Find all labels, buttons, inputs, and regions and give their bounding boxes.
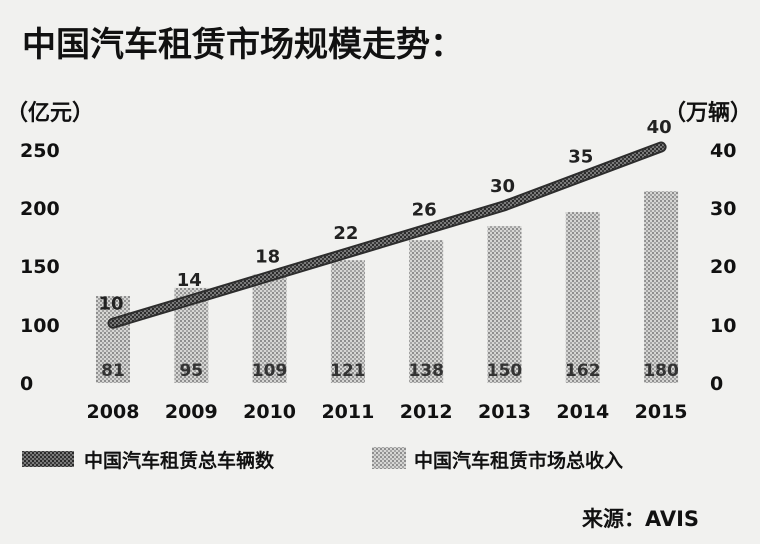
line-series xyxy=(107,141,667,329)
fleet-point-label: 14 xyxy=(177,270,202,291)
revenue-bar-label: 109 xyxy=(252,361,288,381)
fleet-point-label: 30 xyxy=(490,176,515,197)
line-value-labels: 10 14 18 22 26 30 35 40 xyxy=(98,117,671,314)
fleet-point-label: 35 xyxy=(568,146,593,167)
revenue-bar xyxy=(252,274,287,383)
legend: 中国汽车租赁总车辆数 中国汽车租赁市场总收入 xyxy=(22,447,623,472)
chart-title: 中国汽车租赁市场规模走势： xyxy=(22,25,464,65)
legend-bar-label: 中国汽车租赁市场总收入 xyxy=(414,449,623,472)
left-tick-label: 200 xyxy=(20,198,60,220)
fleet-point-label: 22 xyxy=(333,223,358,244)
revenue-bar xyxy=(409,240,444,383)
x-tick-label: 2011 xyxy=(321,401,374,423)
right-tick-label: 20 xyxy=(710,256,736,278)
revenue-bar xyxy=(330,260,365,383)
left-tick-label: 100 xyxy=(20,315,60,337)
revenue-bar-label: 121 xyxy=(330,361,366,381)
fleet-point-label: 18 xyxy=(255,246,280,267)
revenue-bar xyxy=(644,191,679,383)
x-tick-label: 2012 xyxy=(400,401,453,423)
revenue-bar-label: 138 xyxy=(408,361,444,381)
right-axis-unit: （万辆） xyxy=(664,100,752,126)
fleet-point-label: 40 xyxy=(647,117,672,138)
legend-bar-swatch xyxy=(372,447,406,469)
fleet-point-label: 26 xyxy=(412,199,437,220)
revenue-bar xyxy=(487,226,522,383)
x-tick-label: 2008 xyxy=(87,401,140,423)
x-tick-label: 2009 xyxy=(165,401,218,423)
bar-series xyxy=(96,191,679,383)
right-tick-label: 40 xyxy=(710,140,736,162)
revenue-bar-label: 180 xyxy=(643,361,679,381)
revenue-bar-label: 162 xyxy=(565,361,601,381)
legend-line-label: 中国汽车租赁总车辆数 xyxy=(84,449,275,472)
revenue-bar-label: 95 xyxy=(179,361,203,381)
right-axis: 0 10 20 30 40 xyxy=(710,140,736,395)
right-tick-label: 10 xyxy=(710,315,736,337)
revenue-bar-label: 150 xyxy=(487,361,523,381)
right-tick-label: 0 xyxy=(710,373,723,395)
x-tick-label: 2010 xyxy=(243,401,296,423)
revenue-bar xyxy=(96,296,130,383)
left-tick-label: 150 xyxy=(20,256,60,278)
fleet-line-texture xyxy=(109,143,665,327)
left-axis: 0 100 150 200 250 xyxy=(20,140,60,395)
source-note: 来源：AVIS xyxy=(582,507,699,531)
legend-line-swatch xyxy=(22,451,74,467)
bar-value-labels: 81 95 109 121 138 150 162 180 xyxy=(101,361,679,381)
x-tick-label: 2013 xyxy=(478,401,531,423)
revenue-bar-label: 81 xyxy=(101,361,125,381)
left-tick-label: 250 xyxy=(20,140,60,162)
x-tick-label: 2014 xyxy=(556,401,609,423)
left-axis-unit: （亿元） xyxy=(6,101,94,126)
right-tick-label: 30 xyxy=(710,198,736,220)
x-axis: 2008 2009 2010 2011 2012 2013 2014 2015 xyxy=(87,401,688,423)
x-tick-label: 2015 xyxy=(635,401,688,423)
left-tick-label: 0 xyxy=(20,373,33,395)
fleet-point-label: 10 xyxy=(98,293,123,314)
revenue-bar xyxy=(565,212,600,383)
